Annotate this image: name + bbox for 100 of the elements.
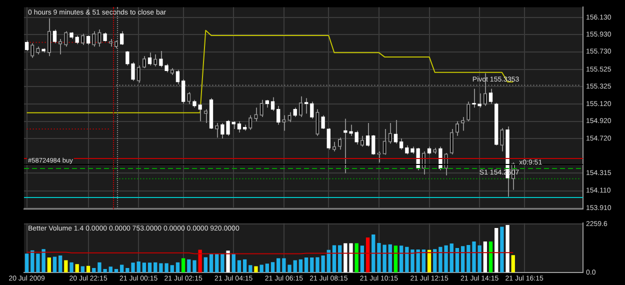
bar — [488, 242, 493, 272]
candlestick — [237, 120, 242, 133]
candlestick — [148, 52, 152, 66]
candlestick — [248, 114, 252, 130]
bar — [58, 256, 62, 272]
candlestick — [282, 114, 286, 132]
bar — [506, 225, 510, 272]
bar — [293, 260, 297, 272]
candlestick — [394, 120, 398, 144]
bar — [304, 257, 308, 272]
candlestick — [47, 18, 51, 57]
bar — [220, 254, 224, 272]
bar — [360, 246, 364, 272]
candlestick — [455, 120, 460, 136]
bar — [126, 268, 130, 272]
candlestick — [80, 33, 85, 46]
bar — [254, 266, 258, 272]
bar — [260, 264, 264, 272]
candlestick — [338, 137, 342, 150]
bar — [472, 242, 476, 272]
candlestick — [293, 107, 297, 118]
bar — [176, 262, 180, 272]
bar — [416, 250, 420, 272]
bar — [52, 256, 57, 272]
bar — [394, 246, 398, 272]
candlestick — [52, 29, 57, 44]
bar — [209, 254, 214, 272]
bar — [170, 265, 174, 272]
bar — [237, 260, 242, 272]
bar — [24, 254, 29, 272]
candlestick — [198, 104, 202, 122]
candlestick — [92, 30, 96, 48]
bar — [354, 243, 358, 272]
candlestick — [466, 101, 470, 122]
bar — [466, 244, 470, 272]
bar — [388, 244, 392, 272]
candlestick — [372, 134, 376, 156]
bar — [433, 249, 437, 272]
bar — [478, 245, 482, 272]
bar — [187, 259, 191, 272]
bar — [405, 246, 409, 272]
bar — [154, 262, 158, 272]
candlestick — [488, 88, 493, 104]
bar — [192, 260, 196, 272]
bar — [500, 226, 504, 272]
candlestick — [24, 40, 29, 52]
bar — [215, 254, 219, 272]
candlestick — [472, 88, 476, 108]
candlestick — [126, 50, 130, 66]
bar — [450, 243, 454, 272]
candlestick — [86, 35, 90, 46]
candlestick — [204, 108, 208, 124]
bar — [75, 264, 79, 272]
candlestick — [321, 114, 325, 130]
candlestick — [120, 30, 124, 46]
candlestick — [136, 65, 140, 84]
bar — [372, 234, 376, 272]
candlestick — [399, 138, 404, 150]
bar — [242, 259, 247, 272]
bar — [427, 250, 432, 272]
candlestick — [176, 69, 180, 85]
candlestick — [276, 105, 280, 126]
bar — [460, 246, 465, 272]
bar — [92, 268, 96, 272]
bar — [338, 245, 342, 272]
candlestick — [187, 92, 191, 105]
bar — [198, 250, 202, 272]
bar — [310, 257, 314, 272]
candlestick — [103, 32, 107, 42]
candlestick — [254, 107, 258, 122]
bar — [483, 242, 488, 272]
candlestick — [131, 62, 135, 82]
bar — [80, 266, 85, 272]
bar — [226, 250, 230, 272]
bar — [494, 228, 498, 272]
bar — [148, 262, 152, 272]
bar — [114, 269, 118, 272]
bar — [298, 259, 303, 272]
candlestick — [304, 98, 308, 114]
candlestick — [288, 112, 292, 123]
candlestick — [64, 30, 68, 48]
candlestick — [30, 42, 34, 58]
bar — [70, 262, 74, 272]
bar — [265, 264, 269, 272]
candlestick — [450, 128, 454, 155]
bar — [511, 255, 515, 272]
bar — [47, 257, 51, 272]
candlestick — [98, 29, 102, 48]
bar — [64, 260, 68, 272]
bar — [455, 248, 460, 272]
candlestick — [382, 128, 386, 156]
candlestick — [58, 38, 62, 55]
candlestick — [310, 101, 314, 120]
bar — [131, 262, 135, 272]
bar — [232, 254, 236, 272]
candlestick — [366, 122, 370, 148]
candlestick — [460, 116, 465, 132]
candlestick — [326, 128, 330, 150]
candlestick — [405, 144, 409, 155]
bar — [30, 250, 34, 272]
